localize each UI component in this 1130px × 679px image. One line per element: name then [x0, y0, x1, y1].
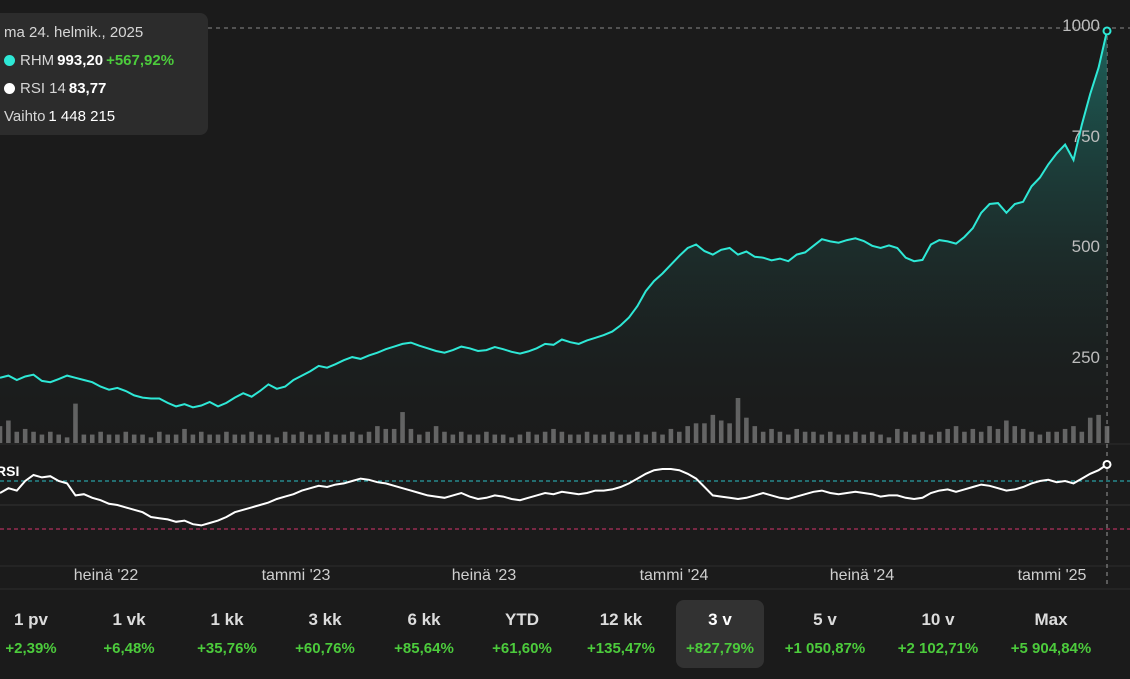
period-change: +2 102,71% — [897, 640, 979, 657]
period-button-3y[interactable]: 3 v +827,79% — [676, 600, 764, 668]
period-button-12m[interactable]: 12 kk +135,47% — [577, 600, 665, 668]
rsi-series-line — [0, 463, 1108, 527]
rsi-series-dot-icon — [4, 83, 15, 94]
x-tick-label: tammi '24 — [639, 567, 709, 584]
period-label: Max — [1034, 610, 1068, 629]
period-change: +35,76% — [197, 640, 257, 657]
tooltip-price-name: RHM — [20, 52, 55, 69]
period-label: 1 vk — [112, 610, 146, 629]
price-series-line — [0, 30, 1108, 409]
period-change: +60,76% — [295, 640, 355, 657]
period-change: +827,79% — [686, 640, 754, 657]
tooltip-rsi-name: RSI 14 — [20, 80, 66, 97]
period-label: 5 v — [813, 610, 837, 629]
period-label: 10 v — [921, 610, 955, 629]
price-series-dot-icon — [4, 55, 15, 66]
tooltip-volume-row: Vaihto 1 448 215 — [4, 108, 115, 125]
period-change: +85,64% — [394, 640, 454, 657]
y-tick-label: 1000 — [1062, 16, 1100, 35]
period-button-1d[interactable]: 1 pv +2,39% — [0, 600, 75, 668]
period-selector: 1 pv +2,39% 1 vk +6,48% 1 kk +35,76% 3 kk +6… — [0, 600, 1110, 668]
period-button-10y[interactable]: 10 v +2 102,71% — [894, 600, 982, 668]
period-button-3m[interactable]: 3 kk +60,76% — [281, 600, 369, 668]
price-end-point — [1102, 26, 1112, 36]
x-tick-label: heinä '24 — [829, 567, 895, 584]
price-chart[interactable] — [0, 0, 1130, 590]
tooltip-price-change: +567,92% — [106, 52, 175, 69]
period-label: 6 kk — [407, 610, 441, 629]
x-tick-label: heinä '22 — [73, 567, 139, 584]
y-tick-label: 750 — [1071, 127, 1100, 146]
period-label: 1 kk — [210, 610, 244, 629]
rsi-end-point — [1102, 459, 1112, 469]
period-label: 12 kk — [599, 610, 643, 629]
x-tick-label: tammi '25 — [1017, 567, 1087, 584]
period-change: +61,60% — [492, 640, 552, 657]
period-button-max[interactable]: Max +5 904,84% — [1007, 600, 1095, 668]
period-change: +135,47% — [587, 640, 655, 657]
period-button-6m[interactable]: 6 kk +85,64% — [380, 600, 468, 668]
tooltip-volume-value: 1 448 215 — [48, 108, 116, 125]
period-button-ytd[interactable]: YTD +61,60% — [478, 600, 566, 668]
period-button-1m[interactable]: 1 kk +35,76% — [183, 600, 271, 668]
period-label: 3 v — [708, 610, 732, 629]
period-change: +1 050,87% — [784, 640, 866, 657]
tooltip-rsi-row: RSI 14 83,77 — [4, 80, 106, 97]
period-label: 1 pv — [13, 610, 49, 629]
period-change: +5 904,84% — [1010, 640, 1092, 657]
x-tick-label: tammi '23 — [261, 567, 331, 584]
period-label: YTD — [505, 610, 539, 629]
period-change: +6,48% — [103, 640, 155, 657]
period-button-1w[interactable]: 1 vk +6,48% — [85, 600, 173, 668]
period-button-5y[interactable]: 5 v +1 050,87% — [781, 600, 869, 668]
rsi-panel-label: RSI — [0, 463, 20, 479]
period-label: 3 kk — [308, 610, 342, 629]
tooltip-volume-label: Vaihto — [4, 108, 46, 125]
x-tick-label: heinä '23 — [451, 567, 517, 584]
y-tick-label: 250 — [1071, 348, 1100, 367]
period-change: +2,39% — [5, 640, 57, 657]
tooltip-date: ma 24. helmik., 2025 — [4, 24, 144, 41]
price-area — [0, 31, 1107, 443]
y-tick-label: 500 — [1071, 237, 1100, 256]
tooltip-price-row: RHM 993,20 +567,92% — [4, 52, 174, 69]
tooltip-rsi-value: 83,77 — [68, 80, 107, 97]
crosshair-tooltip: ma 24. helmik., 2025 RHM 993,20 +567,92% R… — [0, 13, 208, 135]
tooltip-price-value: 993,20 — [57, 52, 104, 69]
